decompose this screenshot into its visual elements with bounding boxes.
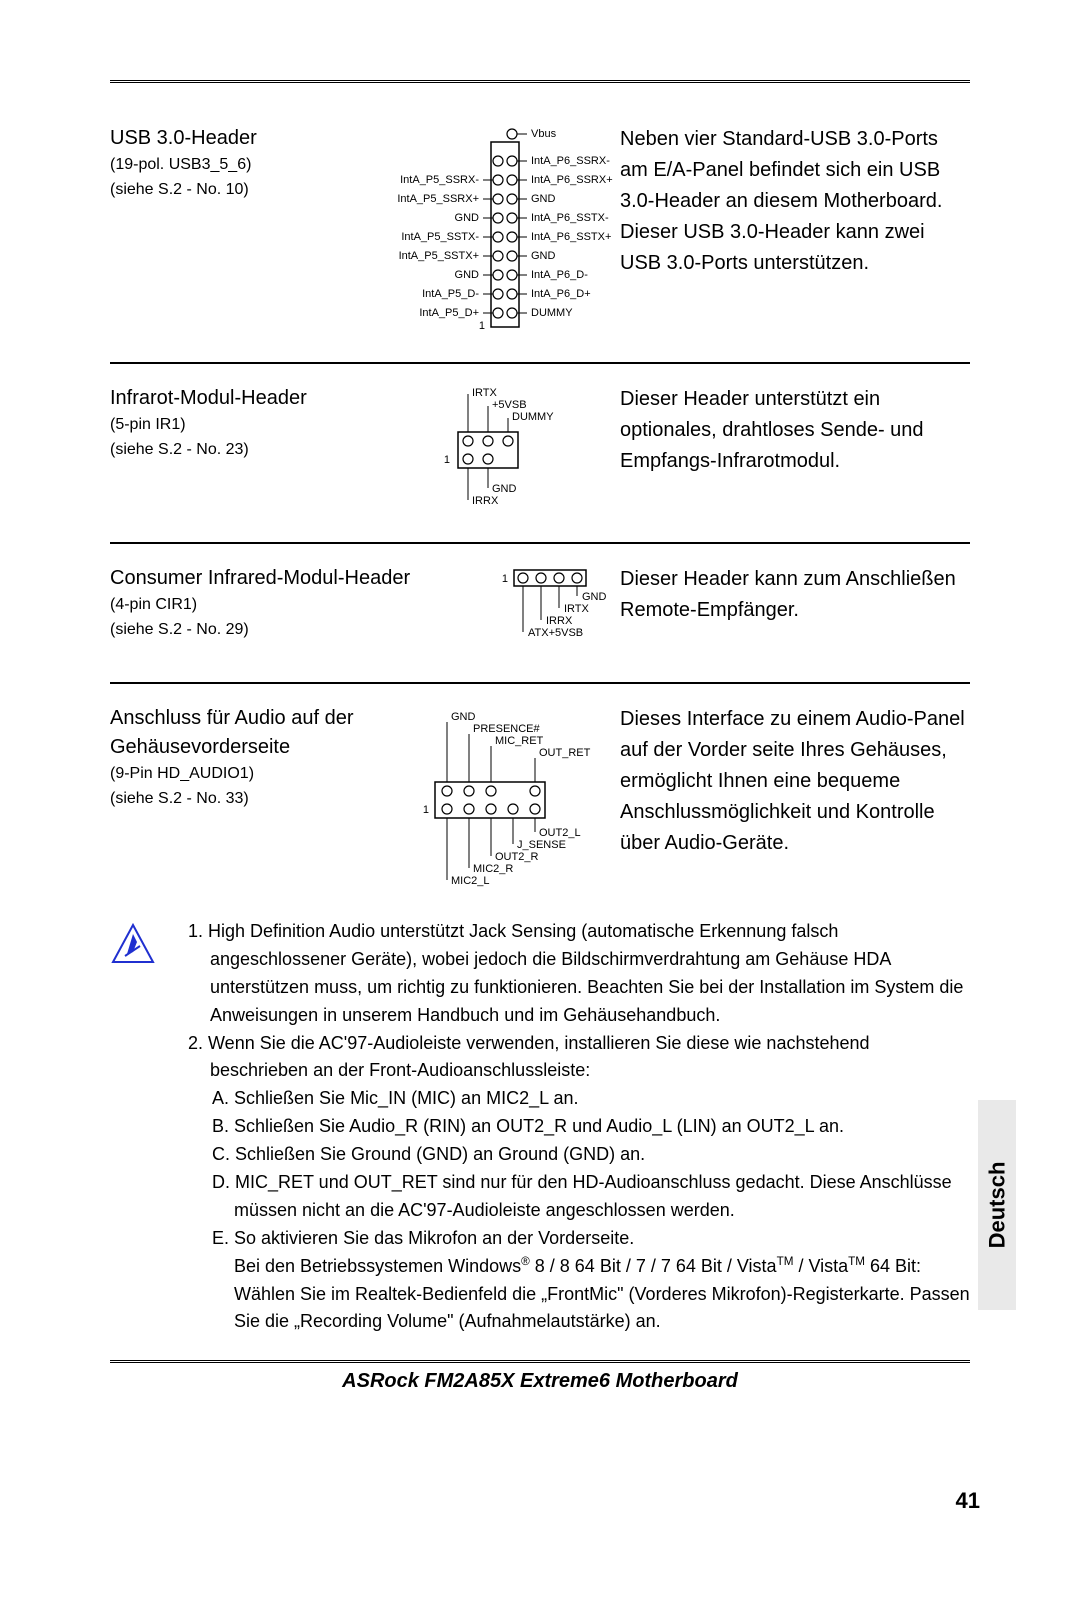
cir-pin1: 1 <box>502 573 508 585</box>
ir-diagram: IRTX +5VSB DUMMY 1 GND IRRX <box>390 384 620 514</box>
section-ir: Infrarot-Modul-Header (5-pin IR1) (siehe… <box>110 384 970 514</box>
ir-sub1: (5-pin IR1) <box>110 413 390 438</box>
svg-text:IntA_P5_SSTX+: IntA_P5_SSTX+ <box>399 250 479 262</box>
svg-text:1: 1 <box>479 320 485 332</box>
note-1: 1. High Definition Audio unterstützt Jac… <box>164 918 970 1030</box>
top-rule <box>110 80 970 84</box>
cir-sub1: (4-pin CIR1) <box>110 593 500 618</box>
note-d: D. MIC_RET und OUT_RET sind nur für den … <box>164 1169 970 1225</box>
svg-text:IntA_P5_D-: IntA_P5_D- <box>422 288 479 300</box>
sep-2 <box>110 542 970 544</box>
note-b: B. Schließen Sie Audio_R (RIN) an OUT2_R… <box>164 1113 970 1141</box>
cir-lab-irrx: IRRX <box>546 615 573 627</box>
audio-lab-gnd: GND <box>451 711 476 723</box>
footer: ASRock FM2A85X Extreme6 Motherboard <box>110 1370 970 1393</box>
notes-block: 1. High Definition Audio unterstützt Jac… <box>110 918 970 1336</box>
svg-text:IntA_P6_SSTX+: IntA_P6_SSTX+ <box>531 231 611 243</box>
audio-lab-jsense: J_SENSE <box>517 839 566 851</box>
svg-text:IntA_P6_D+: IntA_P6_D+ <box>531 288 591 300</box>
footer-title: ASRock FM2A85X Extreme6 Motherboard <box>110 1370 970 1393</box>
cir-lab-irtx: IRTX <box>564 603 590 615</box>
section-audio: Anschluss für Audio auf der Gehäusevorde… <box>110 704 970 904</box>
tm-mark-2: TM <box>848 1255 865 1268</box>
language-tab: Deutsch <box>978 1100 1016 1310</box>
audio-sub2: (siehe S.2 - No. 33) <box>110 787 390 812</box>
ir-sub2: (siehe S.2 - No. 23) <box>110 438 390 463</box>
svg-text:DUMMY: DUMMY <box>531 307 573 319</box>
footer-rule <box>110 1360 970 1364</box>
sep-3 <box>110 682 970 684</box>
ir-lab-5vsb: +5VSB <box>492 399 527 411</box>
note-e2b: 8 / 8 64 Bit / 7 / 7 64 Bit / Vista <box>530 1256 777 1276</box>
note-a: A. Schließen Sie Mic_IN (MIC) an MIC2_L … <box>164 1085 970 1113</box>
cir-title: Consumer Infrared-Modul-Header <box>110 564 500 593</box>
usb-diagram: Vbus IntA_P6_SSRX- IntA_P5_SSRX- IntA_P6_SS… <box>390 124 620 334</box>
notes-text: 1. High Definition Audio unterstützt Jac… <box>164 918 970 1336</box>
audio-left: Anschluss für Audio auf der Gehäusevorde… <box>110 704 390 812</box>
svg-text:GND: GND <box>455 212 480 224</box>
audio-lab-outret: OUT_RET <box>539 747 591 759</box>
ir-lab-gnd: GND <box>492 483 517 495</box>
reg-mark: ® <box>521 1255 530 1268</box>
warning-icon <box>110 918 164 1336</box>
audio-desc: Dieses Interface zu einem Audio-Panel au… <box>620 704 970 859</box>
cir-sub2: (siehe S.2 - No. 29) <box>110 618 500 643</box>
audio-diagram: 1 GND PRESENCE# MIC_RET OUT_RET OUT2_L J… <box>390 704 620 904</box>
note-e2: Bei den Betriebssystemen Windows® 8 / 8 … <box>164 1253 970 1281</box>
ir-title: Infrarot-Modul-Header <box>110 384 390 413</box>
note-2: 2. Wenn Sie die AC'97-Audioleiste verwen… <box>164 1030 970 1086</box>
cir-diagram: 1 GND IRTX IRRX ATX+5VSB <box>500 564 620 654</box>
svg-text:GND: GND <box>531 193 556 205</box>
language-tab-label: Deutsch <box>984 1162 1010 1249</box>
cir-lab-gnd: GND <box>582 591 607 603</box>
usb-sub1: (19-pol. USB3_5_6) <box>110 153 390 178</box>
svg-text:IntA_P6_SSRX+: IntA_P6_SSRX+ <box>531 174 613 186</box>
audio-lab-out2r: OUT2_R <box>495 851 538 863</box>
audio-lab-presence: PRESENCE# <box>473 723 541 735</box>
sep-1 <box>110 362 970 364</box>
cir-left: Consumer Infrared-Modul-Header (4-pin CI… <box>110 564 500 643</box>
note-e2a: Bei den Betriebssystemen Windows <box>234 1256 521 1276</box>
section-usb: USB 3.0-Header (19-pol. USB3_5_6) (siehe… <box>110 124 970 334</box>
svg-text:IntA_P5_SSRX-: IntA_P5_SSRX- <box>400 174 479 186</box>
cir-desc: Dieser Header kann zum Anschließen Remot… <box>620 564 970 626</box>
usb-left: USB 3.0-Header (19-pol. USB3_5_6) (siehe… <box>110 124 390 203</box>
audio-lab-out2l: OUT2_L <box>539 827 581 839</box>
audio-lab-micret: MIC_RET <box>495 735 544 747</box>
note-e3: Wählen Sie im Realtek-Bedienfeld die „Fr… <box>164 1281 970 1337</box>
audio-pin1: 1 <box>423 804 429 816</box>
audio-title: Anschluss für Audio auf der Gehäusevorde… <box>110 704 390 762</box>
tm-mark-1: TM <box>777 1255 794 1268</box>
ir-lab-irtx: IRTX <box>472 387 498 399</box>
svg-text:GND: GND <box>531 250 556 262</box>
audio-sub1: (9-Pin HD_AUDIO1) <box>110 762 390 787</box>
audio-lab-mic2l: MIC2_L <box>451 875 490 887</box>
note-e: E. So aktivieren Sie das Mikrofon an der… <box>164 1225 970 1253</box>
ir-lab-dummy: DUMMY <box>512 411 554 423</box>
section-cir: Consumer Infrared-Modul-Header (4-pin CI… <box>110 564 970 654</box>
ir-desc: Dieser Header unterstützt ein optionales… <box>620 384 970 477</box>
note-c: C. Schließen Sie Ground (GND) an Ground … <box>164 1141 970 1169</box>
svg-text:IntA_P5_SSTX-: IntA_P5_SSTX- <box>401 231 479 243</box>
usb-title: USB 3.0-Header <box>110 124 390 153</box>
svg-text:IntA_P6_SSRX-: IntA_P6_SSRX- <box>531 155 610 167</box>
svg-text:IntA_P6_SSTX-: IntA_P6_SSTX- <box>531 212 609 224</box>
svg-text:IntA_P6_D-: IntA_P6_D- <box>531 269 588 281</box>
usb-desc: Neben vier Standard-USB 3.0-Ports am E/A… <box>620 124 970 279</box>
audio-lab-mic2r: MIC2_R <box>473 863 513 875</box>
note-e2d: 64 Bit: <box>865 1256 921 1276</box>
page-number: 41 <box>956 1488 980 1514</box>
svg-text:IntA_P5_D+: IntA_P5_D+ <box>419 307 479 319</box>
svg-text:IntA_P5_SSRX+: IntA_P5_SSRX+ <box>397 193 479 205</box>
usb-sub2: (siehe S.2 - No. 10) <box>110 178 390 203</box>
ir-left: Infrarot-Modul-Header (5-pin IR1) (siehe… <box>110 384 390 463</box>
svg-text:Vbus: Vbus <box>531 128 557 140</box>
ir-pin1: 1 <box>444 454 450 466</box>
ir-lab-irrx: IRRX <box>472 495 499 507</box>
svg-text:GND: GND <box>455 269 480 281</box>
note-e2c: / Vista <box>793 1256 848 1276</box>
cir-lab-atx: ATX+5VSB <box>528 627 583 639</box>
